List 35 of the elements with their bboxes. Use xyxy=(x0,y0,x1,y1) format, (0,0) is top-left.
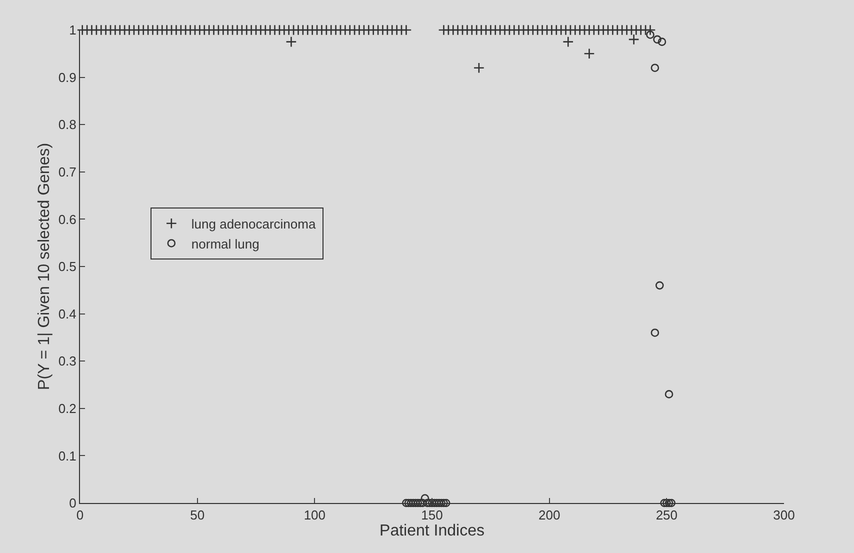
y-axis-title: P(Y = 1| Given 10 selected Genes) xyxy=(36,142,54,390)
y-tick-label: 0.2 xyxy=(58,400,76,416)
x-tick-label: 150 xyxy=(421,508,443,523)
x-tick-label: 250 xyxy=(656,508,678,523)
point xyxy=(402,498,410,508)
point xyxy=(650,64,660,72)
y-tick-label: 0.8 xyxy=(58,117,76,132)
y-tick-label: 0.9 xyxy=(58,70,76,85)
x-tick-label: 300 xyxy=(773,508,795,523)
point xyxy=(655,281,664,290)
x-tick-label: 50 xyxy=(190,508,205,523)
point xyxy=(662,498,671,508)
point xyxy=(646,30,654,39)
y-tick-label: 1 xyxy=(69,22,76,38)
y-tick-label: 0.1 xyxy=(58,448,76,464)
point xyxy=(442,498,450,508)
point xyxy=(667,498,676,508)
y-tick-label: 0.3 xyxy=(58,354,76,369)
legend-label: normal lung xyxy=(191,236,260,252)
x-tick-label: 100 xyxy=(304,508,326,523)
legend-label: lung adenocarcinoma xyxy=(191,216,316,232)
y-tick-label: 0.4 xyxy=(58,306,76,322)
y-tick-label: 0.7 xyxy=(58,164,76,180)
point xyxy=(420,494,430,502)
y-tick-label: 0 xyxy=(69,496,76,511)
y-tick-label: 0.6 xyxy=(58,212,76,227)
y-tick-label: 0.5 xyxy=(58,259,76,274)
point xyxy=(658,38,666,46)
point xyxy=(650,328,660,337)
point xyxy=(660,498,668,508)
point xyxy=(664,390,674,398)
x-tick-label: 200 xyxy=(538,508,560,523)
point xyxy=(653,35,662,44)
point xyxy=(664,498,674,508)
x-axis-title: Patient Indices xyxy=(380,522,484,540)
